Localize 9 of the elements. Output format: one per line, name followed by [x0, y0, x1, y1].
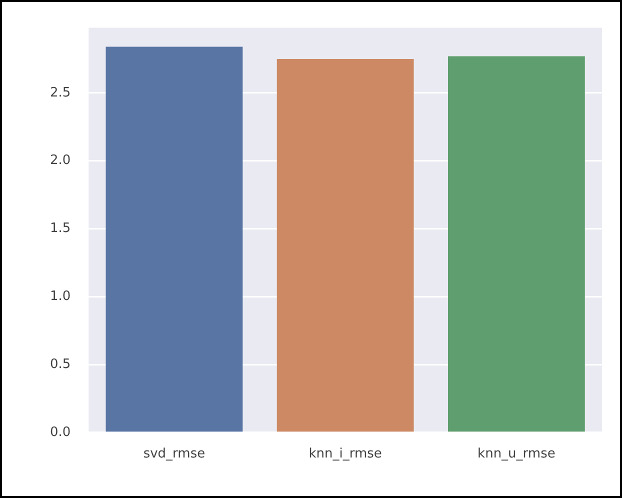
x-tick-label: knn_i_rmse — [308, 446, 382, 462]
x-tick-label: knn_u_rmse — [478, 446, 556, 462]
y-tick-label: 1.5 — [50, 221, 71, 236]
y-tick-label: 2.0 — [50, 153, 71, 168]
y-tick-label: 1.0 — [50, 289, 71, 304]
y-tick-label: 0.0 — [50, 424, 71, 440]
y-tick-label: 2.5 — [50, 85, 71, 100]
y-tick-label: 0.5 — [50, 356, 71, 372]
x-tick-label: svd_rmse — [143, 446, 206, 462]
